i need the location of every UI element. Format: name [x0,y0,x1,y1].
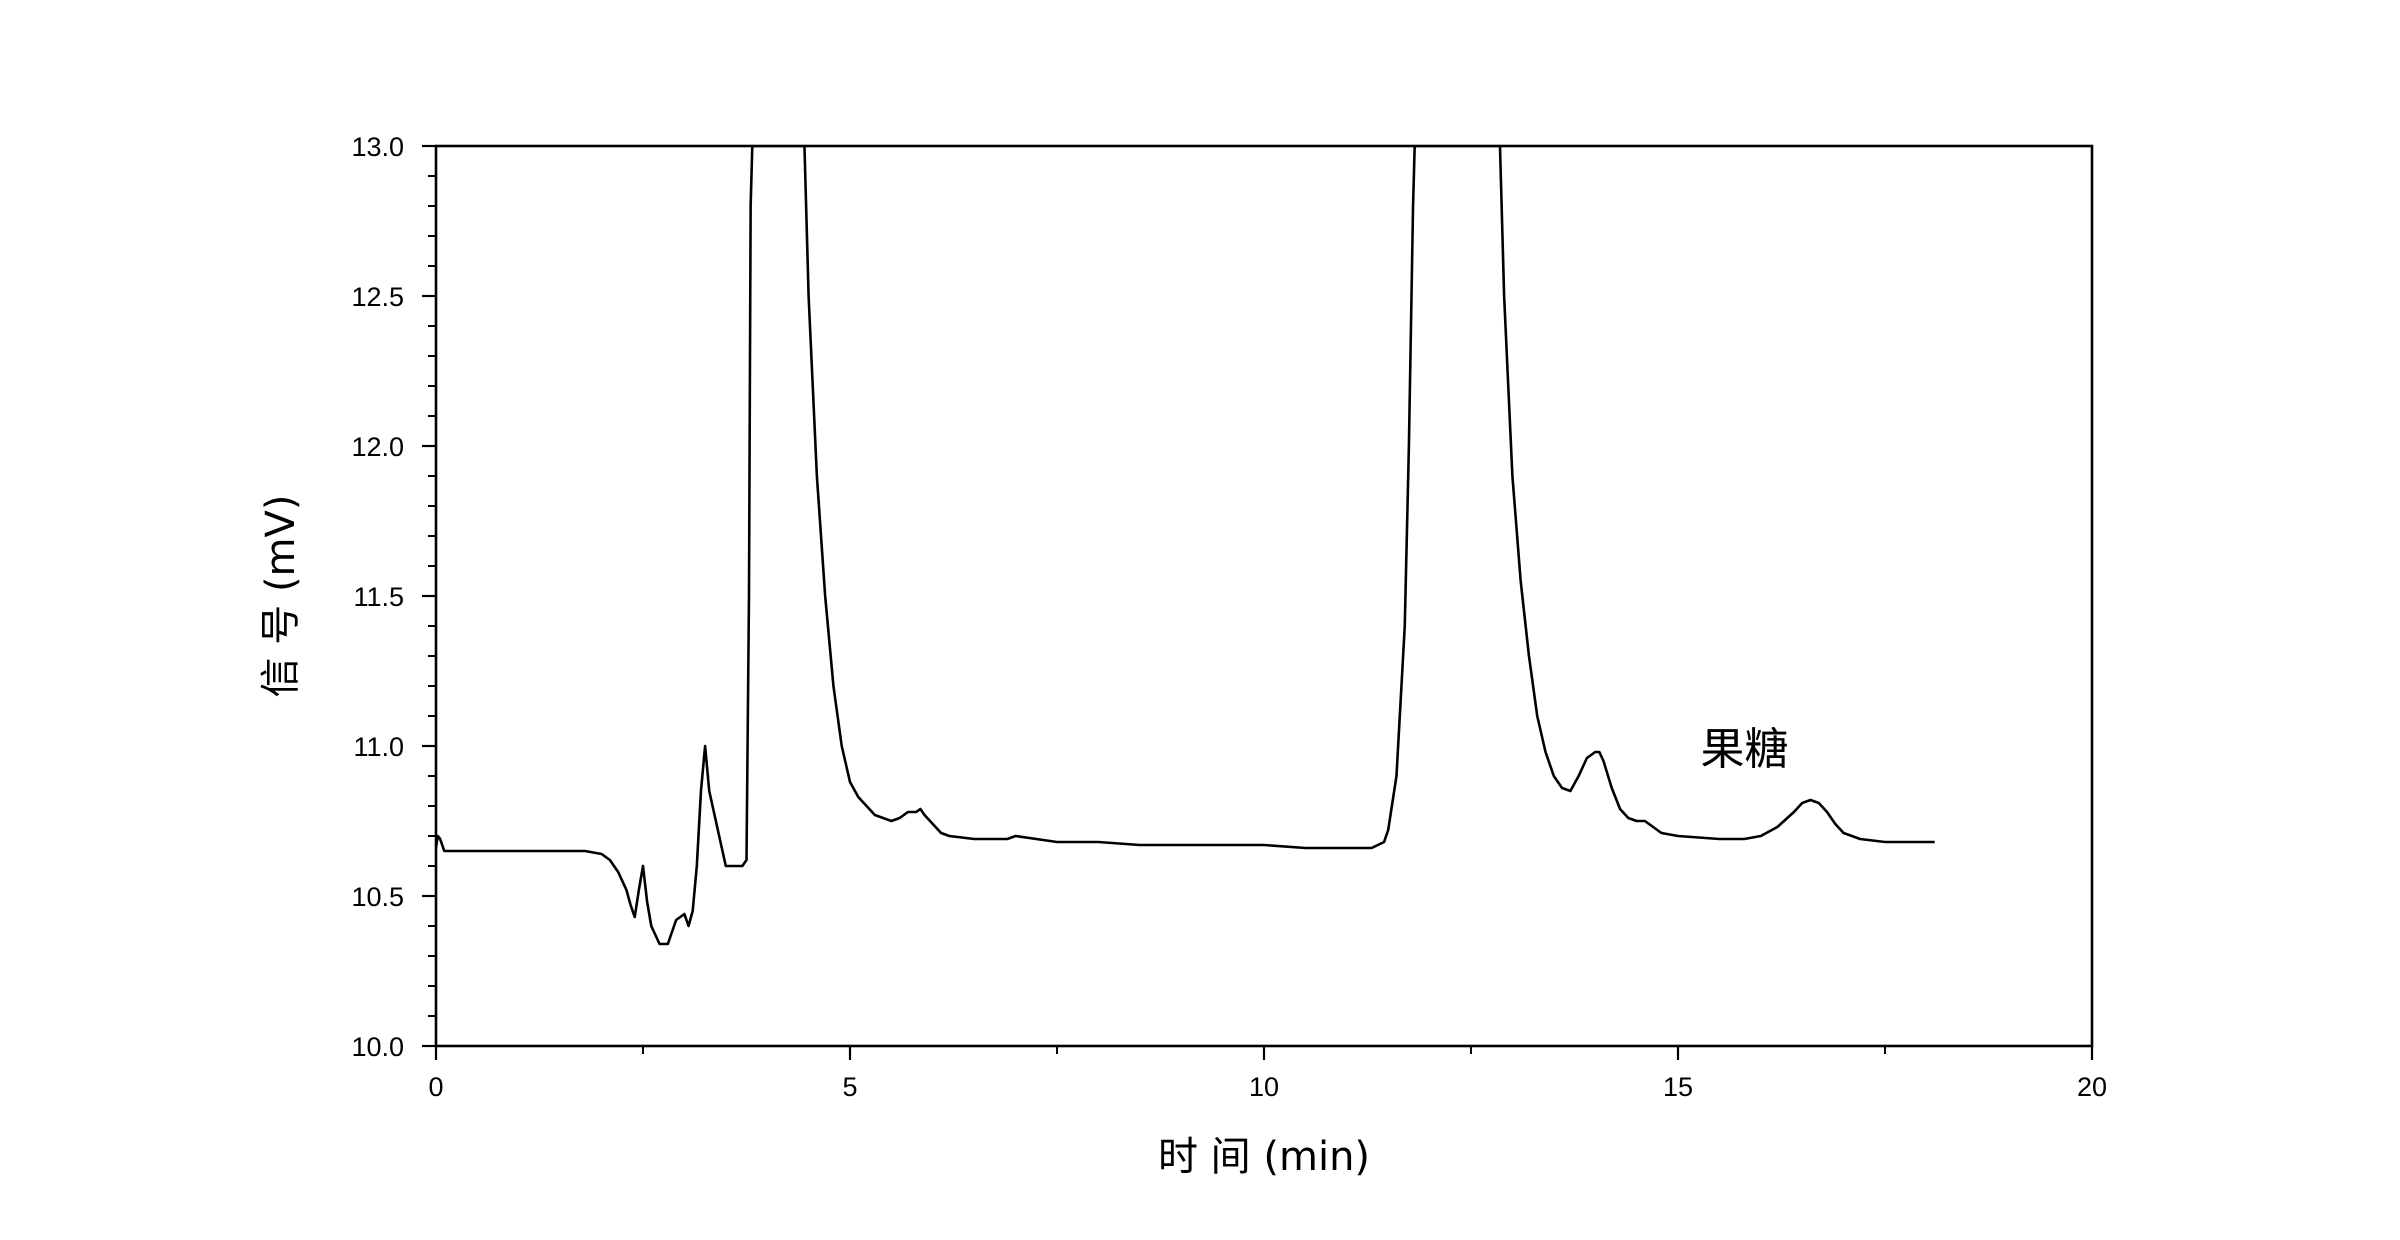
x-tick-label: 10 [1249,1072,1279,1102]
y-tick-label: 13.0 [351,132,404,162]
y-tick-label: 11.5 [353,582,404,612]
x-axis-title: 时 间 (min) [1158,1134,1370,1180]
x-tick-label: 0 [428,1072,443,1102]
y-tick-label: 12.0 [351,432,404,462]
y-tick-label: 10.5 [351,882,404,912]
x-tick-label: 5 [842,1072,857,1102]
chromatogram-line [436,146,1935,946]
y-tick-label: 12.5 [351,282,404,312]
tick-labels: 0 5 10 15 20 10.0 10.5 11.0 11.5 12.0 12.5 13.0 [351,132,2107,1102]
minor-ticks [428,175,1886,1054]
x-tick-label: 15 [1663,1072,1693,1102]
peak-annotation: 果糖 [1700,724,1788,775]
plot-frame [434,144,2094,1048]
x-tick-label: 20 [2077,1072,2107,1102]
y-tick-label: 10.0 [351,1032,404,1062]
y-tick-label: 11.0 [353,732,404,762]
major-ticks [422,144,2094,1060]
y-axis-title: 信 号 (mV) [258,495,304,698]
